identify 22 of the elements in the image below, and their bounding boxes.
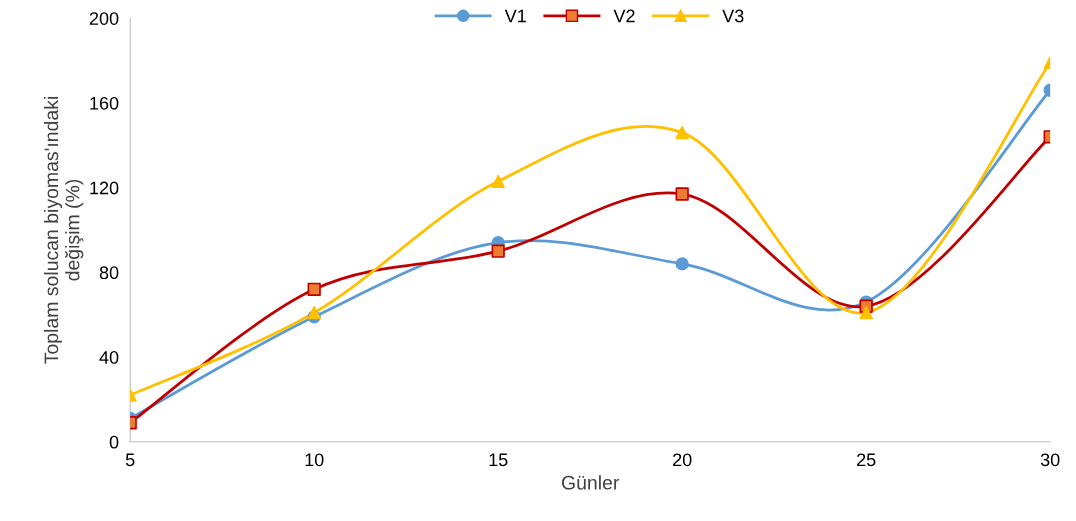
point [675, 125, 689, 140]
y-tick-label: 40 [99, 351, 119, 364]
point [859, 305, 873, 320]
y-tick-label: 200 [89, 12, 119, 25]
point [491, 244, 505, 258]
x-tick-label: 25 [857, 453, 876, 467]
x-tick-label: 15 [489, 453, 508, 467]
legend-label: V2 [613, 9, 635, 23]
y-tick-label: 160 [90, 96, 119, 110]
y-axis-title: Toplam solucan biyomas'ındaki değişim (%) [43, 97, 84, 364]
legend-label: V1 [504, 9, 526, 23]
x-tick-label: 10 [305, 453, 324, 467]
y-tick-label: 80 [99, 266, 119, 280]
point [675, 187, 689, 201]
y-tick-label: 120 [90, 181, 119, 195]
y-tick-label: 0 [109, 435, 119, 449]
x-axis-title: Günler [561, 475, 620, 490]
x-tick-label: 30 [1040, 453, 1060, 467]
x-tick-label: 5 [125, 453, 135, 467]
legend-label: V3 [722, 9, 744, 23]
point [491, 174, 505, 188]
x-tick-label: 20 [673, 453, 692, 467]
